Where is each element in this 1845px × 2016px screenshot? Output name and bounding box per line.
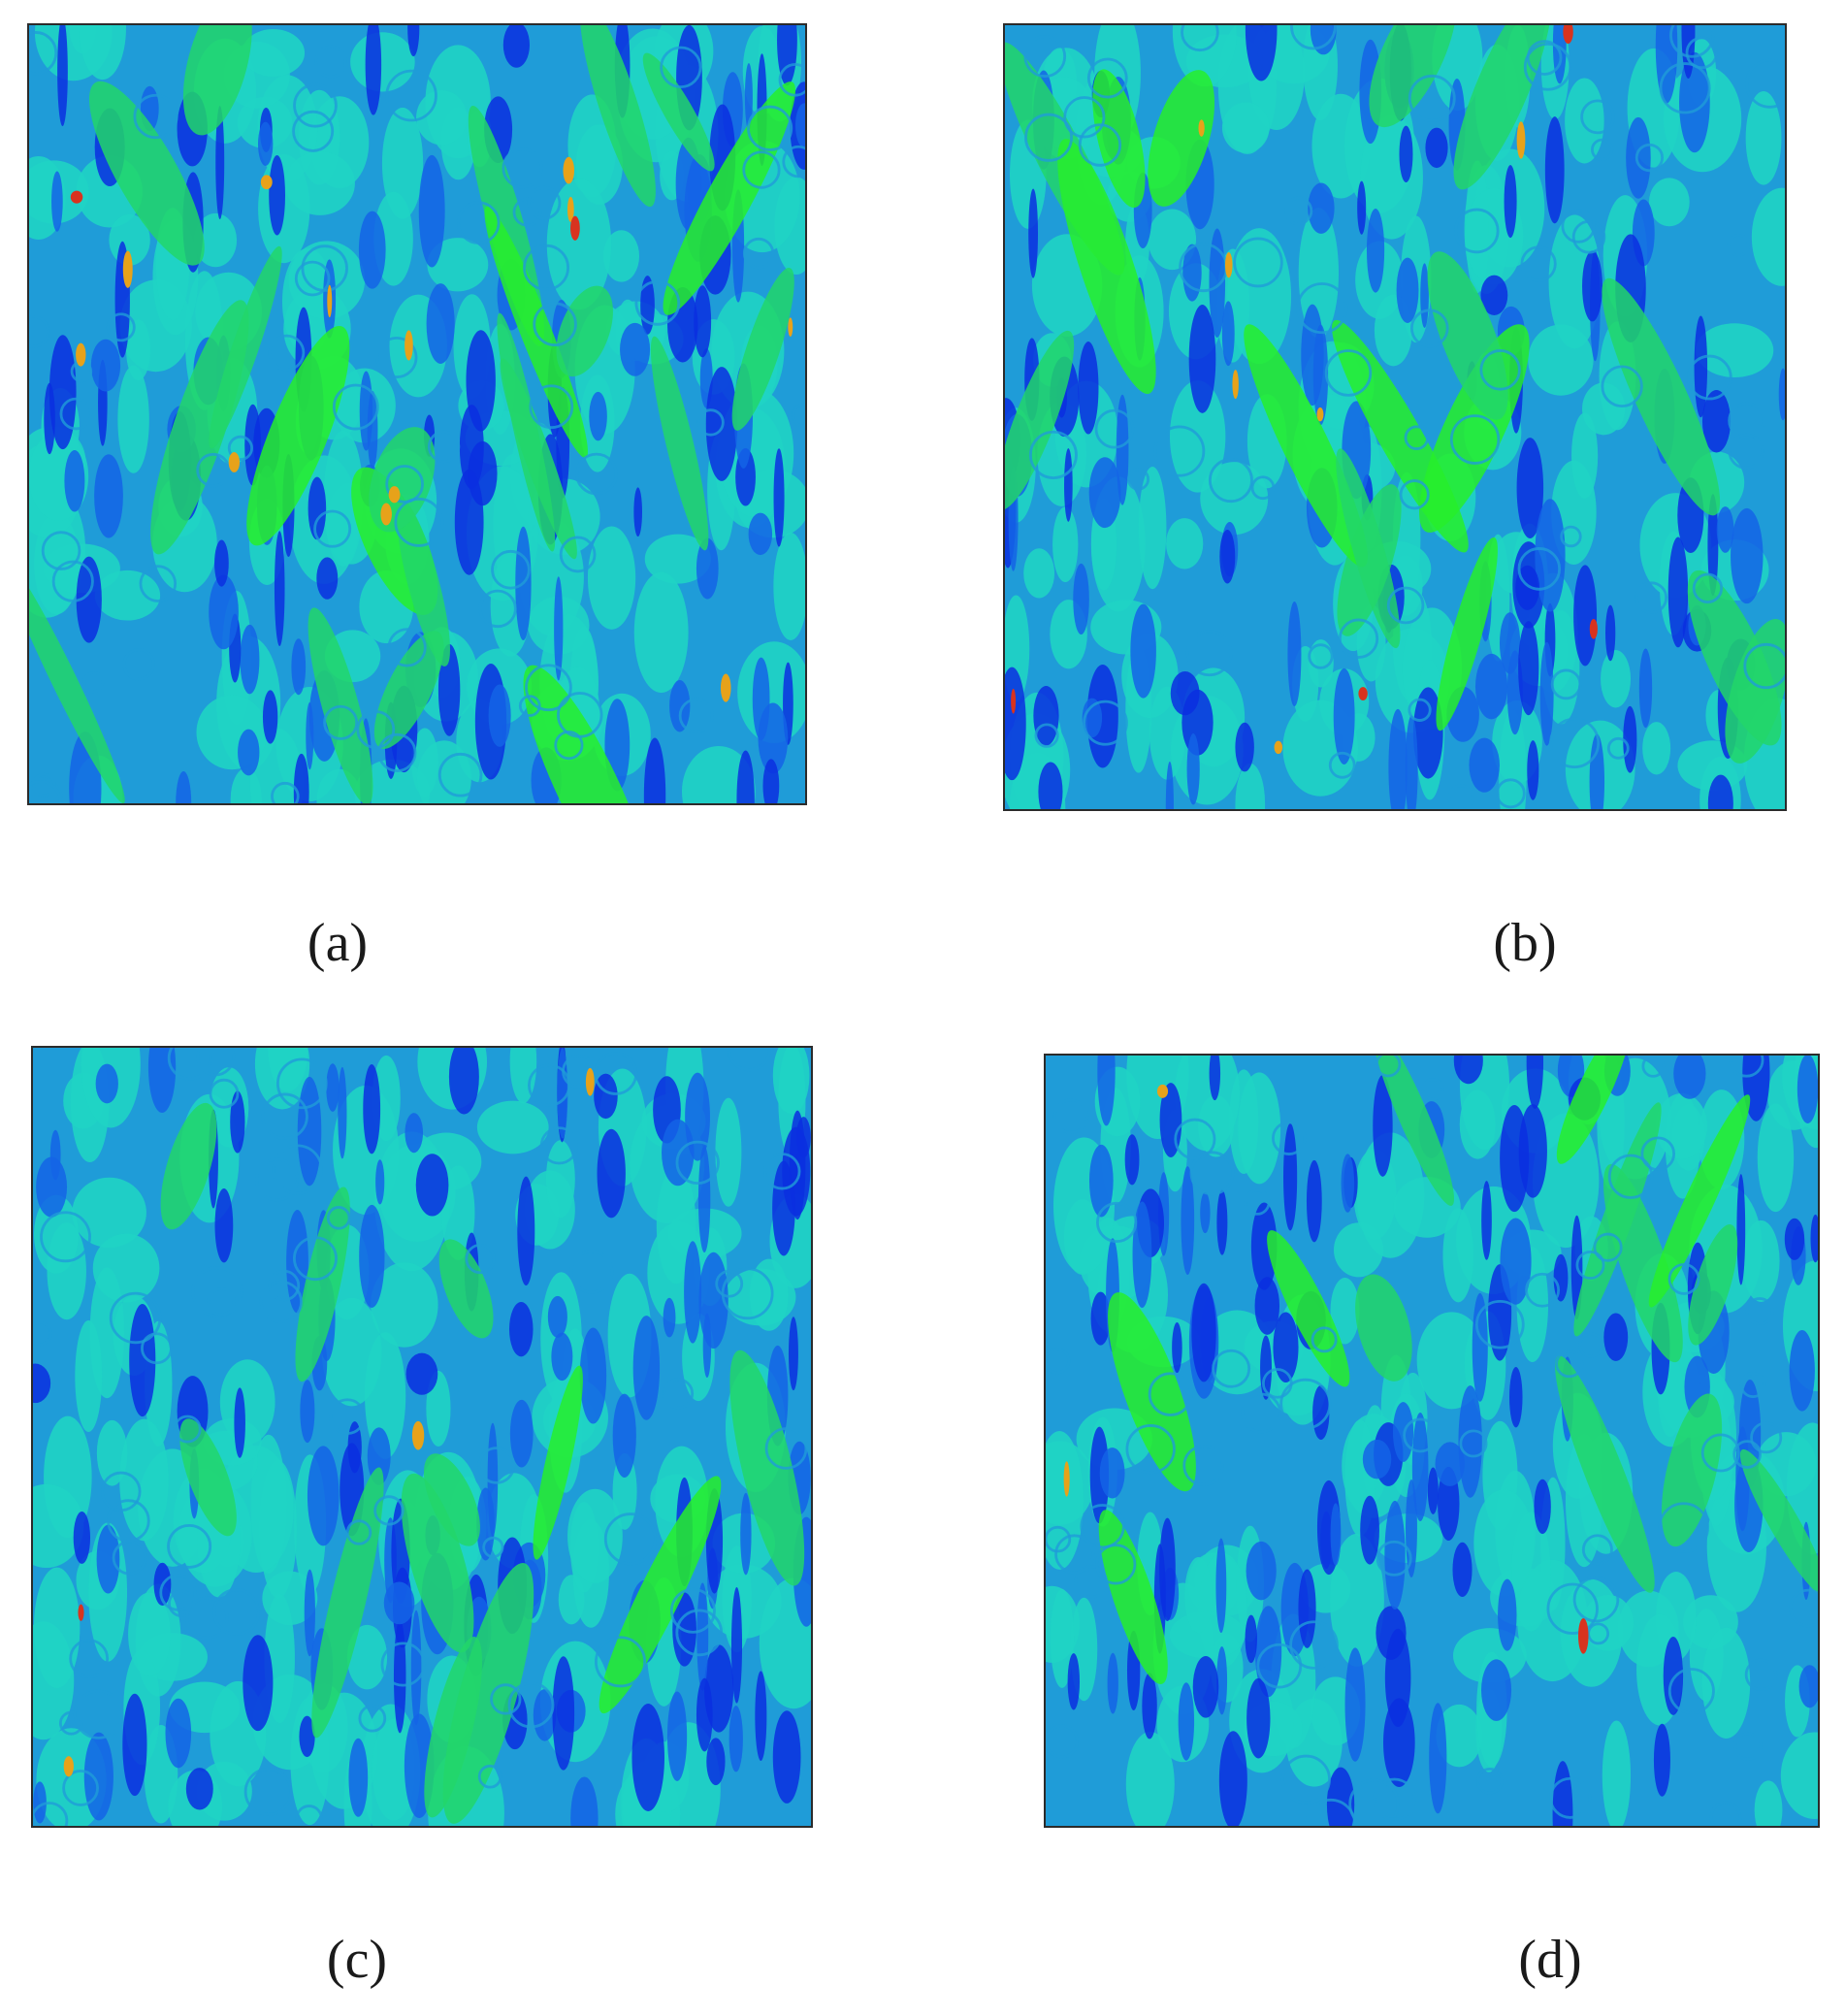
contour-plot-d xyxy=(1044,1054,1820,1828)
contour-image-b xyxy=(1005,25,1785,809)
contour-image-a xyxy=(29,25,805,803)
contour-plot-a xyxy=(27,23,807,805)
contour-plot-c xyxy=(31,1046,813,1828)
caption-a: (a) xyxy=(307,913,369,973)
contour-image-d xyxy=(1046,1056,1818,1826)
caption-d: (d) xyxy=(1518,1930,1582,1990)
caption-b: (b) xyxy=(1493,913,1557,973)
contour-image-c xyxy=(33,1048,811,1826)
caption-c: (c) xyxy=(326,1930,388,1990)
contour-plot-b xyxy=(1003,23,1787,811)
